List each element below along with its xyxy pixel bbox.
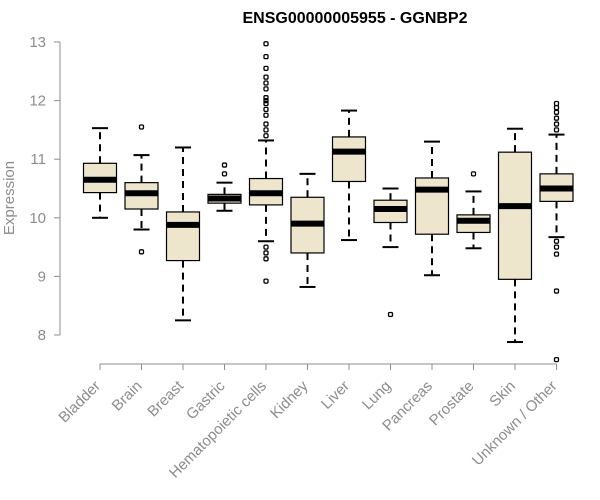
box-gastric [207, 162, 242, 212]
box-prostate [456, 171, 491, 250]
box-pancreas [414, 140, 450, 277]
x-tick-label: Brain [109, 378, 146, 415]
y-tick-label: 12 [29, 93, 46, 110]
outlier-point [221, 171, 228, 177]
outlier-point [263, 256, 269, 262]
box-brain [124, 124, 159, 255]
outlier-point [553, 100, 560, 107]
outlier-point [553, 109, 560, 115]
y-axis: 8 9 10 11 12 13 [29, 34, 61, 344]
box-kidney [290, 172, 325, 288]
y-tick-label: 10 [29, 210, 46, 227]
y-tick-label: 13 [29, 34, 46, 51]
x-tick-label: Skin [486, 378, 519, 411]
box-iqr [497, 151, 533, 280]
outlier-point [263, 41, 269, 47]
outlier-point [263, 112, 269, 118]
x-tick-label: Liver [318, 378, 353, 413]
x-tick-label: Lung [359, 378, 395, 414]
box-skin [497, 127, 533, 344]
outlier-point [138, 249, 145, 255]
box-unknown-other [539, 100, 574, 363]
outlier-point [470, 171, 477, 177]
outlier-point [263, 244, 269, 250]
x-tick-label: Prostate [426, 378, 478, 430]
outlier-point [263, 127, 269, 133]
box-liver [331, 109, 367, 242]
outlier-point [263, 250, 269, 256]
chart-title: ENSG00000005955 - GGNBP2 [242, 10, 467, 27]
outlier-point [263, 106, 269, 113]
outlier-point [553, 251, 560, 257]
outlier-point [263, 278, 269, 284]
outlier-point [387, 311, 394, 318]
outlier-point [263, 80, 269, 86]
y-axis-label: Expression [1, 161, 18, 235]
outlier-point [553, 288, 560, 294]
outlier-point [263, 74, 269, 80]
outlier-point [263, 121, 269, 127]
outlier-point [553, 121, 560, 127]
outlier-point [263, 133, 269, 139]
x-tick-label: Kidney [267, 377, 312, 422]
y-tick-label: 11 [30, 151, 46, 168]
box-iqr [331, 136, 367, 183]
box-iqr [414, 177, 450, 235]
outlier-point [553, 356, 560, 363]
outlier-point [553, 244, 560, 250]
x-tick-label: Breast [144, 377, 187, 420]
outlier-point [138, 124, 145, 130]
box-hematopoietic-cells [248, 41, 284, 284]
outlier-point [553, 238, 560, 244]
outlier-point [553, 127, 560, 133]
outlier-point [221, 162, 228, 168]
outlier-point [263, 65, 269, 72]
box-bladder [82, 127, 118, 219]
outlier-point [263, 97, 269, 104]
box-series [82, 41, 574, 363]
outlier-point [263, 95, 269, 101]
x-tick-label: Bladder [55, 378, 104, 427]
outlier-point [263, 100, 269, 107]
box-breast [165, 146, 201, 322]
box-iqr [165, 211, 201, 262]
outlier-point [553, 104, 560, 111]
outlier-point [553, 115, 560, 121]
outlier-point [263, 86, 269, 92]
outlier-point [263, 54, 269, 60]
y-tick-label: 8 [38, 327, 46, 344]
box-lung [373, 187, 408, 318]
y-tick-label: 9 [38, 268, 46, 285]
